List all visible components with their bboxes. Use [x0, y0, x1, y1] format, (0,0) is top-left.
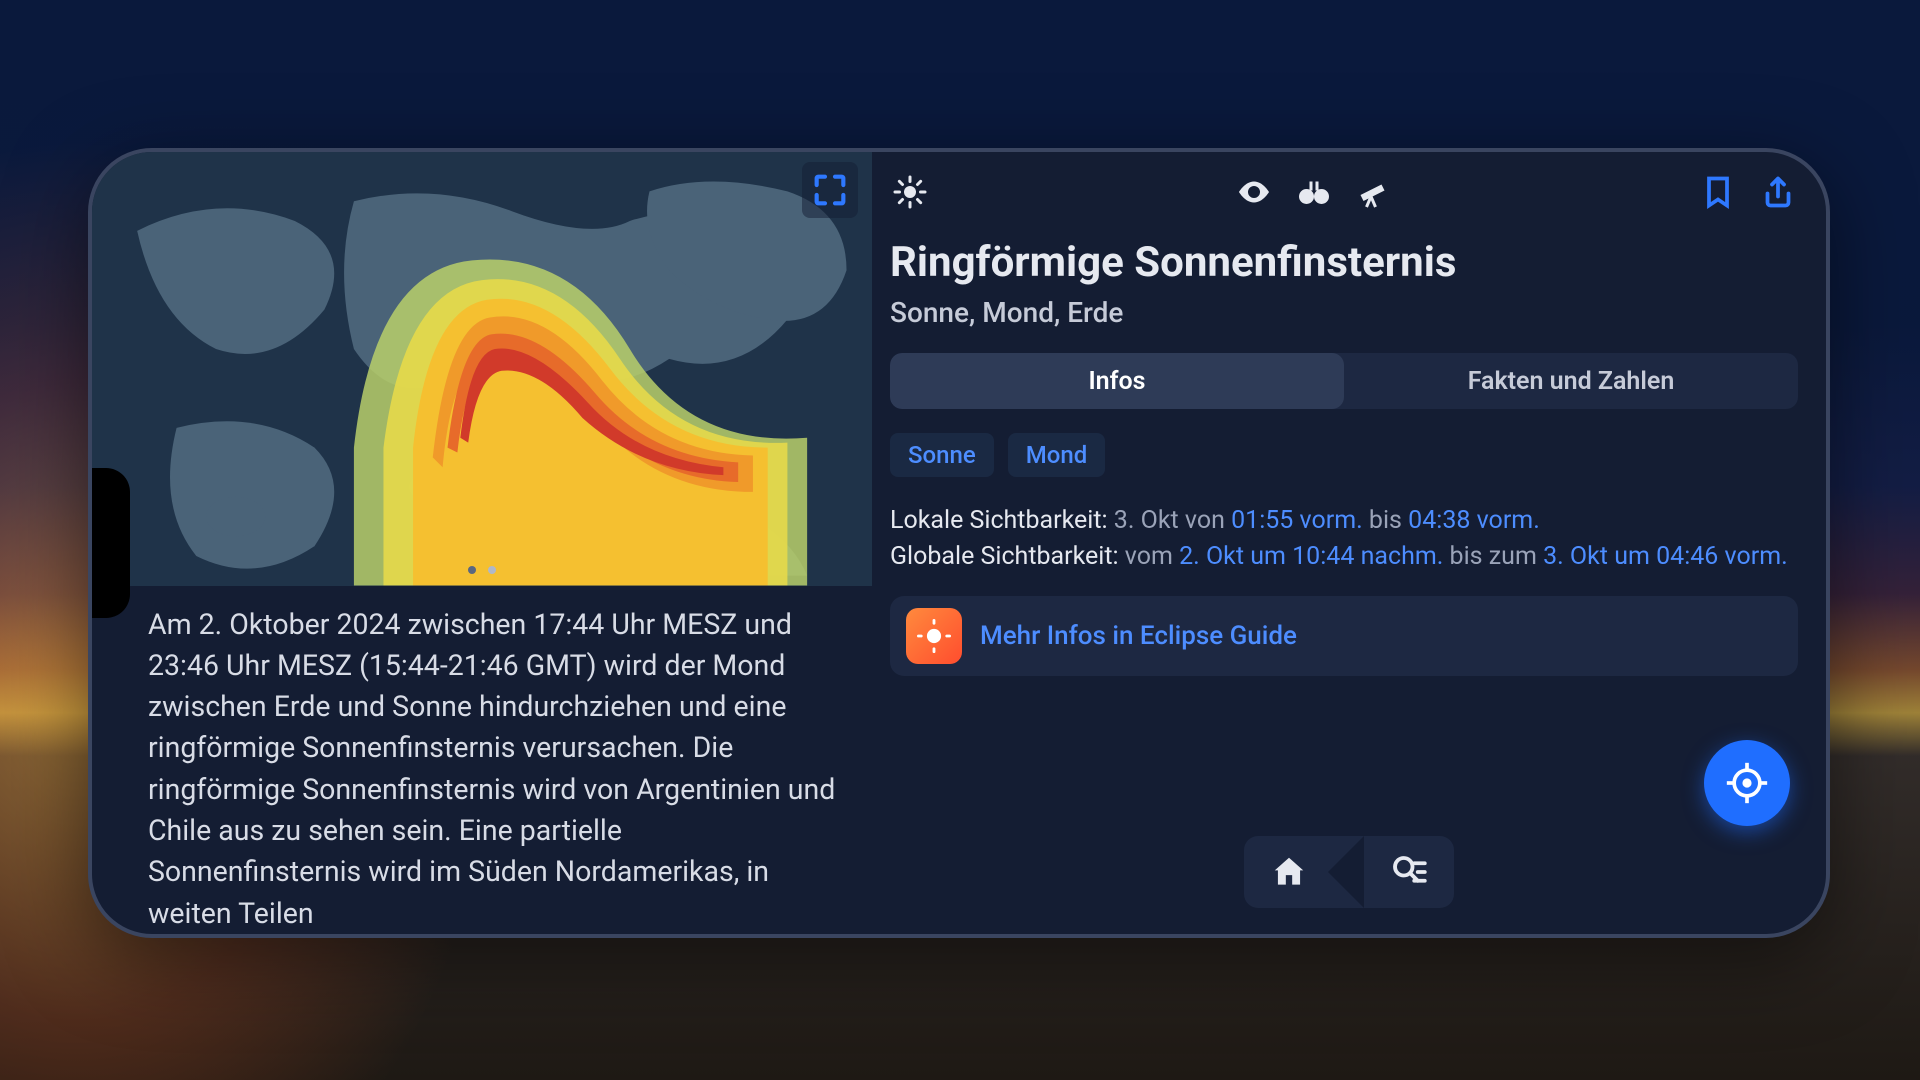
eclipse-map[interactable] — [92, 152, 872, 586]
global-pre: vom — [1119, 542, 1180, 571]
search-list-icon — [1388, 851, 1430, 893]
tab-infos[interactable]: Infos — [890, 353, 1344, 409]
local-visibility-row: Lokale Sichtbarkeit: 3. Okt von 01:55 vo… — [890, 503, 1798, 539]
event-title: Ringförmige Sonnenfinsternis — [890, 240, 1798, 286]
local-visibility-label: Lokale Sichtbarkeit: — [890, 506, 1108, 535]
global-end-time[interactable]: 3. Okt um 04:46 vorm. — [1543, 542, 1788, 571]
local-date: 3. Okt von — [1114, 506, 1231, 535]
sun-icon[interactable] — [890, 172, 930, 212]
global-visibility-label: Globale Sichtbarkeit: — [890, 542, 1119, 571]
carousel-dot[interactable] — [468, 566, 476, 574]
global-visibility-row: Globale Sichtbarkeit: vom 2. Okt um 10:4… — [890, 539, 1798, 575]
top-icon-bar — [890, 166, 1798, 218]
eye-icon[interactable] — [1234, 172, 1274, 212]
event-description: Am 2. Oktober 2024 zwischen 17:44 Uhr ME… — [92, 586, 872, 935]
locate-button[interactable] — [1704, 740, 1790, 826]
bottom-nav — [1244, 836, 1454, 908]
global-mid: bis zum — [1443, 542, 1543, 571]
map-svg — [92, 152, 872, 586]
carousel-dots — [468, 566, 496, 574]
bookmark-icon[interactable] — [1698, 172, 1738, 212]
phone-notch — [88, 468, 130, 618]
tag-sonne[interactable]: Sonne — [890, 433, 994, 477]
global-start-time[interactable]: 2. Okt um 10:44 nachm. — [1179, 542, 1443, 571]
tab-bar: Infos Fakten und Zahlen — [890, 353, 1798, 409]
eclipse-guide-card[interactable]: Mehr Infos in Eclipse Guide — [890, 596, 1798, 676]
event-subtitle: Sonne, Mond, Erde — [890, 296, 1798, 329]
right-pane: Ringförmige Sonnenfinsternis Sonne, Mond… — [872, 152, 1826, 934]
carousel-dot[interactable] — [488, 566, 496, 574]
expand-map-button[interactable] — [802, 162, 858, 218]
expand-icon — [810, 170, 850, 210]
local-mid: bis — [1363, 506, 1408, 535]
tag-row: Sonne Mond — [890, 433, 1798, 477]
binoculars-icon[interactable] — [1294, 172, 1334, 212]
eclipse-guide-label: Mehr Infos in Eclipse Guide — [980, 621, 1297, 651]
eclipse-guide-app-icon — [906, 608, 962, 664]
home-icon — [1270, 853, 1308, 891]
visibility-info: Lokale Sichtbarkeit: 3. Okt von 01:55 vo… — [890, 503, 1798, 576]
search-list-button[interactable] — [1364, 836, 1454, 908]
tag-mond[interactable]: Mond — [1008, 433, 1106, 477]
left-pane: Am 2. Oktober 2024 zwischen 17:44 Uhr ME… — [92, 152, 872, 934]
phone-frame: Am 2. Oktober 2024 zwischen 17:44 Uhr ME… — [88, 148, 1830, 938]
share-icon[interactable] — [1758, 172, 1798, 212]
local-start-time[interactable]: 01:55 vorm. — [1231, 506, 1363, 535]
local-end-time[interactable]: 04:38 vorm. — [1408, 506, 1540, 535]
home-button[interactable] — [1244, 836, 1334, 908]
tab-facts[interactable]: Fakten und Zahlen — [1344, 353, 1798, 409]
locate-icon — [1725, 761, 1769, 805]
telescope-icon[interactable] — [1354, 172, 1394, 212]
